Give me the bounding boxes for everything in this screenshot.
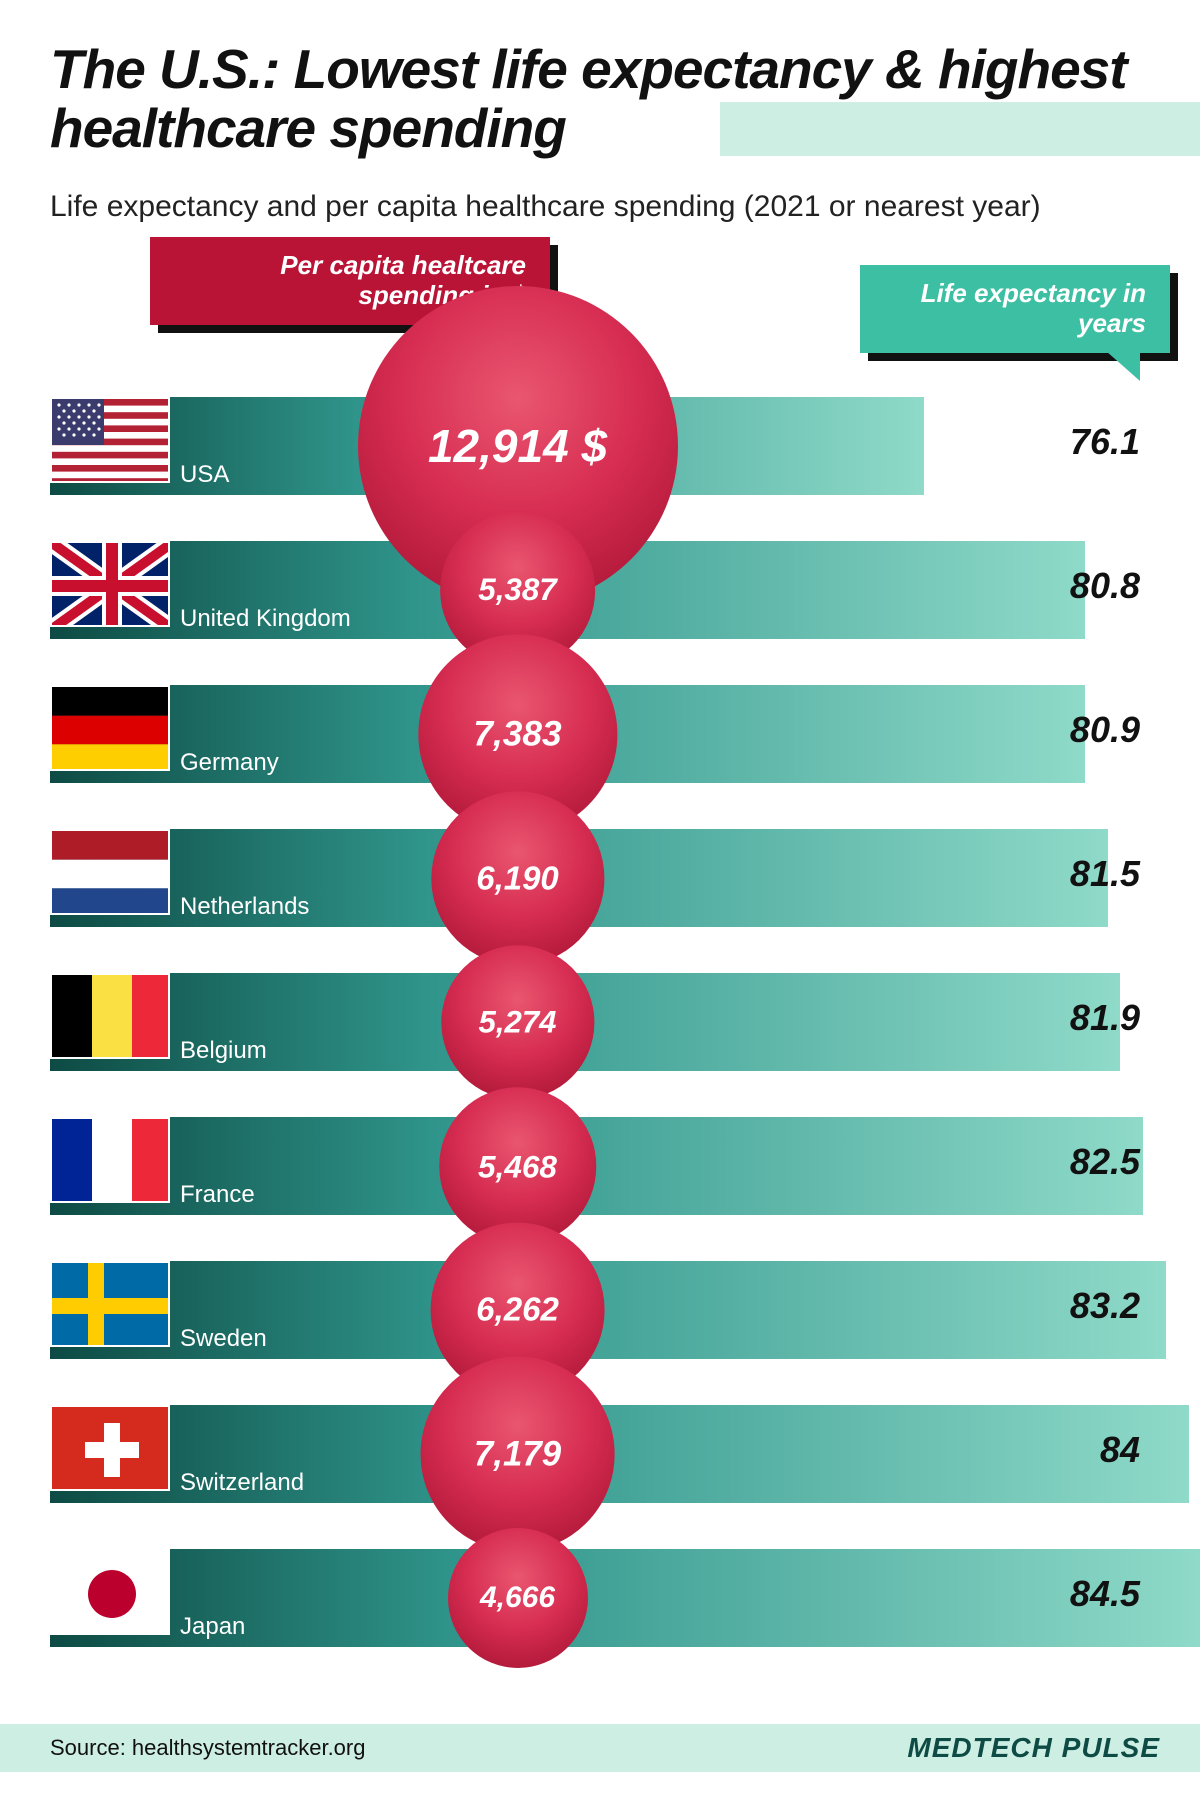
spending-value: 7,383 <box>473 714 561 754</box>
country-label: USA <box>180 461 229 489</box>
spending-bubble: 6,190 <box>431 792 604 965</box>
header: The U.S.: Lowest life expectancy & highe… <box>0 0 1200 169</box>
life-expectancy-value: 82.5 <box>1070 1141 1140 1183</box>
spending-value: 12,914 $ <box>428 419 607 473</box>
spending-bubble: 7,179 <box>420 1357 615 1552</box>
callout-life-expectancy: Life expectancy in years <box>860 265 1170 353</box>
flag-icon <box>50 1549 170 1635</box>
country-label: Netherlands <box>180 893 309 921</box>
country-label: Germany <box>180 749 279 777</box>
data-row: Belgium 81.9 <box>50 953 1200 1075</box>
spending-value: 5,468 <box>478 1148 557 1185</box>
flag-icon <box>50 1117 170 1203</box>
flag-icon <box>50 685 170 771</box>
life-expectancy-value: 80.9 <box>1070 709 1140 751</box>
flag-icon <box>50 829 170 915</box>
country-label: France <box>180 1181 255 1209</box>
country-label: Japan <box>180 1613 245 1641</box>
flag-icon <box>50 973 170 1059</box>
spending-value: 6,190 <box>476 859 558 897</box>
spending-value: 4,666 <box>480 1581 555 1615</box>
flag-icon <box>50 541 170 627</box>
spending-value: 6,262 <box>476 1291 559 1329</box>
spending-bubble: 5,274 <box>441 946 594 1099</box>
data-row: Germany 80.9 <box>50 665 1200 787</box>
country-label: Belgium <box>180 1037 267 1065</box>
country-label: Sweden <box>180 1325 267 1353</box>
life-expectancy-value: 83.2 <box>1070 1285 1140 1327</box>
page-title: The U.S.: Lowest life expectancy & highe… <box>50 40 1150 159</box>
life-expectancy-value: 84.5 <box>1070 1573 1140 1615</box>
data-row: Switzerland 84 <box>50 1385 1200 1507</box>
spending-bubble: 5,468 <box>439 1088 597 1246</box>
life-expectancy-value: 81.5 <box>1070 853 1140 895</box>
life-expectancy-value: 84 <box>1100 1429 1140 1471</box>
flag-icon <box>50 1261 170 1347</box>
spending-value: 7,179 <box>474 1434 561 1474</box>
data-row: Sweden 83.2 <box>50 1241 1200 1363</box>
spending-bubble: 4,666 <box>448 1528 588 1668</box>
life-expectancy-value: 81.9 <box>1070 997 1140 1039</box>
spending-value: 5,274 <box>479 1004 557 1040</box>
data-row: France 82.5 <box>50 1097 1200 1219</box>
spending-value: 5,387 <box>478 572 557 608</box>
footer: Source: healthsystemtracker.org MEDTECH … <box>0 1724 1200 1772</box>
country-label: United Kingdom <box>180 605 351 633</box>
flag-icon <box>50 1405 170 1491</box>
country-label: Switzerland <box>180 1469 304 1497</box>
life-expectancy-value: 76.1 <box>1070 421 1140 463</box>
data-row: Netherlands 81.5 <box>50 809 1200 931</box>
subtitle: Life expectancy and per capita healthcar… <box>0 169 1200 228</box>
source-label: Source: healthsystemtracker.org <box>50 1735 365 1761</box>
chart-area: USA 76.1 United Kingdom 80.8 Germany 80.9 N… <box>0 377 1200 1651</box>
data-row: Japan 84.5 <box>50 1529 1200 1651</box>
flag-icon <box>50 397 170 483</box>
life-expectancy-value: 80.8 <box>1070 565 1140 607</box>
brand-logo: MEDTECH PULSE <box>907 1732 1160 1764</box>
